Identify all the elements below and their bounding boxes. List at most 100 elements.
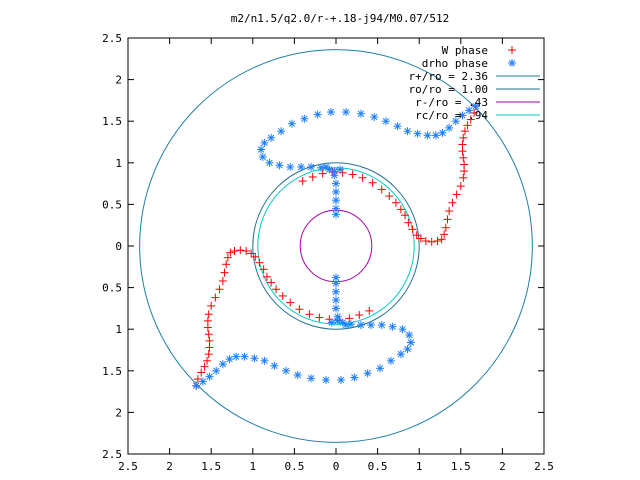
point-w-phase (437, 235, 446, 244)
point-drho-phase (275, 161, 284, 170)
x-tick-label: 1.5 (451, 460, 471, 473)
y-tick-label: 0 (115, 240, 122, 253)
point-w-phase (203, 316, 212, 325)
y-tick-label: 0.5 (102, 198, 122, 211)
point-drho-phase (332, 196, 340, 205)
point-drho-phase (218, 360, 227, 369)
point-drho-phase (260, 138, 269, 147)
point-w-phase (345, 314, 354, 323)
point-drho-phase (240, 352, 249, 361)
x-tick-label: 2.5 (118, 460, 138, 473)
point-drho-phase (405, 331, 414, 340)
point-drho-phase (451, 117, 460, 126)
point-drho-phase (212, 366, 221, 375)
point-w-phase (427, 237, 436, 246)
x-tick-label: 0.5 (368, 460, 388, 473)
point-drho-phase (458, 111, 467, 120)
point-w-phase (401, 211, 410, 220)
point-w-phase (295, 305, 304, 314)
y-tick-label: 2.5 (102, 448, 122, 461)
point-drho-phase (260, 356, 269, 365)
point-w-phase (222, 260, 231, 269)
legend-label: r+/ro = 2.36 (409, 70, 488, 83)
point-w-phase (404, 218, 413, 227)
point-drho-phase (471, 102, 480, 111)
point-w-phase (218, 276, 227, 285)
point-w-phase (207, 301, 216, 310)
point-drho-phase (423, 131, 432, 140)
point-drho-phase (300, 114, 309, 123)
x-tick-label: 1 (249, 460, 256, 473)
point-drho-phase (282, 366, 291, 375)
point-drho-phase (332, 273, 340, 282)
point-w-phase (459, 173, 468, 182)
point-drho-phase (396, 350, 405, 359)
point-w-phase (259, 265, 268, 274)
legend-label: rc/ro = .94 (415, 109, 488, 122)
point-w-phase (456, 182, 465, 191)
y-tick-label: 1 (115, 157, 122, 170)
y-tick-label: 2 (115, 74, 122, 87)
point-w-phase (251, 252, 260, 261)
point-w-phase (443, 215, 452, 224)
point-drho-phase (413, 129, 422, 138)
point-w-phase (211, 293, 220, 302)
point-drho-phase (388, 322, 397, 331)
point-w-phase (286, 298, 295, 307)
point-drho-phase (258, 152, 267, 161)
x-tick-label: 0.5 (284, 460, 304, 473)
point-drho-phase (313, 110, 322, 119)
point-w-phase (460, 167, 469, 176)
point-w-phase (458, 147, 467, 156)
point-w-phase (358, 173, 367, 182)
point-w-phase (255, 258, 264, 267)
x-tick-label: 0 (333, 460, 340, 473)
point-w-phase (440, 230, 449, 239)
point-drho-phase (332, 287, 340, 296)
y-tick-label: 0.5 (102, 282, 122, 295)
x-tick-label: 2.5 (534, 460, 554, 473)
point-w-phase (226, 248, 235, 257)
legend-label: drho phase (422, 57, 488, 70)
point-drho-phase (232, 352, 241, 361)
point-drho-phase (307, 374, 316, 383)
circle-1 (252, 162, 420, 330)
point-w-phase (408, 225, 417, 234)
point-w-phase (433, 237, 442, 246)
point-w-phase (308, 172, 317, 181)
point-drho-phase (332, 296, 340, 305)
point-drho-phase (205, 372, 214, 381)
point-w-phase (348, 170, 357, 179)
point-drho-phase (370, 113, 379, 122)
point-drho-phase (332, 179, 340, 188)
point-w-phase (215, 285, 224, 294)
point-w-phase (242, 246, 251, 255)
point-w-phase (412, 231, 421, 240)
point-drho-phase (322, 375, 331, 384)
chart-title: m2/n1.5/q2.0/r-+.18-j94/M0.07/512 (231, 12, 450, 25)
point-drho-phase (465, 106, 474, 115)
point-w-phase (466, 115, 475, 124)
point-w-phase (416, 234, 425, 243)
point-drho-phase (332, 204, 340, 213)
point-drho-phase (287, 119, 296, 128)
point-w-phase (223, 253, 232, 262)
x-tick-label: 1 (416, 460, 423, 473)
point-w-phase (368, 178, 377, 187)
point-w-phase (220, 268, 229, 277)
point-w-phase (305, 310, 314, 319)
axis-ticks: 2.5 2 1.5 1 0.5 0 0.5 1 1.5 2 2.52.521.510.500.511… (102, 32, 554, 473)
point-drho-phase (393, 122, 402, 131)
point-w-phase (385, 192, 394, 201)
point-drho-phase (293, 370, 302, 379)
point-drho-phase (198, 377, 207, 386)
x-tick-label: 2 (166, 460, 173, 473)
data-points (192, 102, 480, 390)
point-w-phase (391, 198, 400, 207)
point-drho-phase (270, 361, 279, 370)
legend-label: W phase (442, 44, 488, 57)
point-w-phase (445, 207, 454, 216)
point-drho-phase (406, 338, 415, 347)
point-drho-phase (356, 321, 365, 330)
point-w-phase (267, 278, 276, 287)
